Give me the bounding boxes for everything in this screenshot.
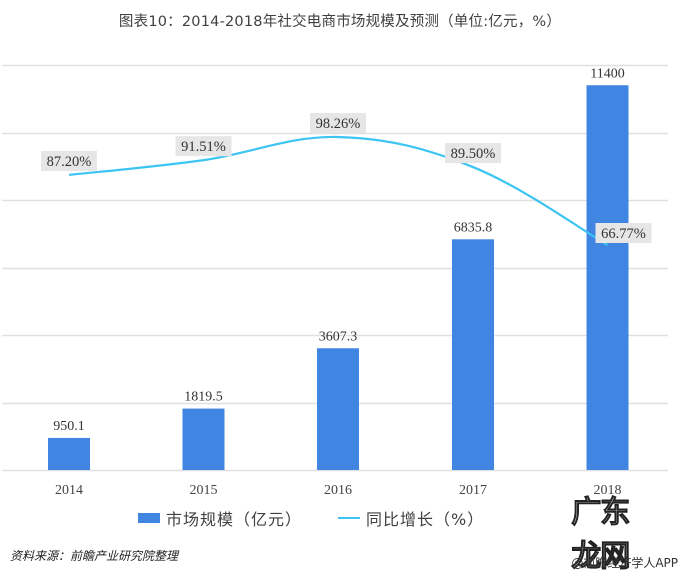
- chart-plot-area: 950.1 1819.5 3607.3 6835.8 11400 87.20% 91.51…: [2, 64, 668, 498]
- pct-value-label: 89.50%: [451, 146, 496, 162]
- bar-value-label: 6835.8: [454, 220, 493, 235]
- pct-label-bg: [41, 150, 97, 171]
- legend-item-market-size[interactable]: 市场规模（亿元）: [138, 506, 302, 530]
- legend-item-growth[interactable]: 同比增长（%）: [338, 506, 484, 530]
- line-swatch-icon: [338, 517, 361, 519]
- growth-line: [68, 135, 609, 246]
- watermark-logo: 广东龙网: [571, 495, 631, 575]
- pct-value-label: 66.77%: [601, 226, 646, 242]
- bar-series: 950.1 1819.5 3607.3 6835.8 11400: [48, 66, 629, 470]
- pct-label-bg: [310, 113, 366, 133]
- watermark-caption: @前瞻经济学人APP: [571, 556, 678, 570]
- source-note: 资料来源：前瞻产业研究院整理: [10, 549, 179, 563]
- bar-value-label: 11400: [590, 66, 624, 81]
- bar-2016[interactable]: [317, 348, 359, 470]
- bar-value-label: 3607.3: [319, 329, 358, 344]
- chart-title: 图表10：2014-2018年社交电商市场规模及预测（单位:亿元，%）: [118, 14, 562, 30]
- pct-label-bg: [445, 143, 501, 164]
- pct-value-label: 91.51%: [181, 139, 226, 155]
- legend: 市场规模（亿元） 同比增长（%）: [138, 506, 520, 530]
- x-tick-label: 2017: [459, 483, 487, 498]
- bar-2017[interactable]: [452, 239, 494, 470]
- line-data-labels: 87.20% 91.51% 98.26% 89.50% 66.77%: [41, 113, 652, 243]
- pct-label-bg: [595, 223, 652, 243]
- x-tick-label: 2015: [190, 483, 218, 498]
- x-axis-ticks: 2014 2015 2016 2017 2018: [55, 483, 622, 498]
- pct-label-bg: [175, 136, 232, 157]
- pct-value-label: 87.20%: [47, 154, 92, 170]
- bar-swatch-icon: [138, 513, 160, 523]
- bar-2018[interactable]: [586, 85, 629, 470]
- legend-label-growth: 同比增长（%）: [366, 510, 485, 529]
- pct-value-label: 98.26%: [316, 116, 361, 132]
- x-tick-label: 2018: [594, 483, 622, 498]
- bar-2015[interactable]: [182, 408, 225, 470]
- watermark: 广东龙网 @前瞻经济学人APP: [571, 495, 678, 575]
- legend-label-market-size: 市场规模（亿元）: [166, 510, 303, 529]
- bar-value-label: 1819.5: [184, 390, 223, 405]
- bar-value-label: 950.1: [53, 419, 85, 434]
- bar-2014[interactable]: [48, 437, 90, 470]
- x-tick-label: 2014: [55, 483, 83, 498]
- x-tick-label: 2016: [324, 483, 352, 498]
